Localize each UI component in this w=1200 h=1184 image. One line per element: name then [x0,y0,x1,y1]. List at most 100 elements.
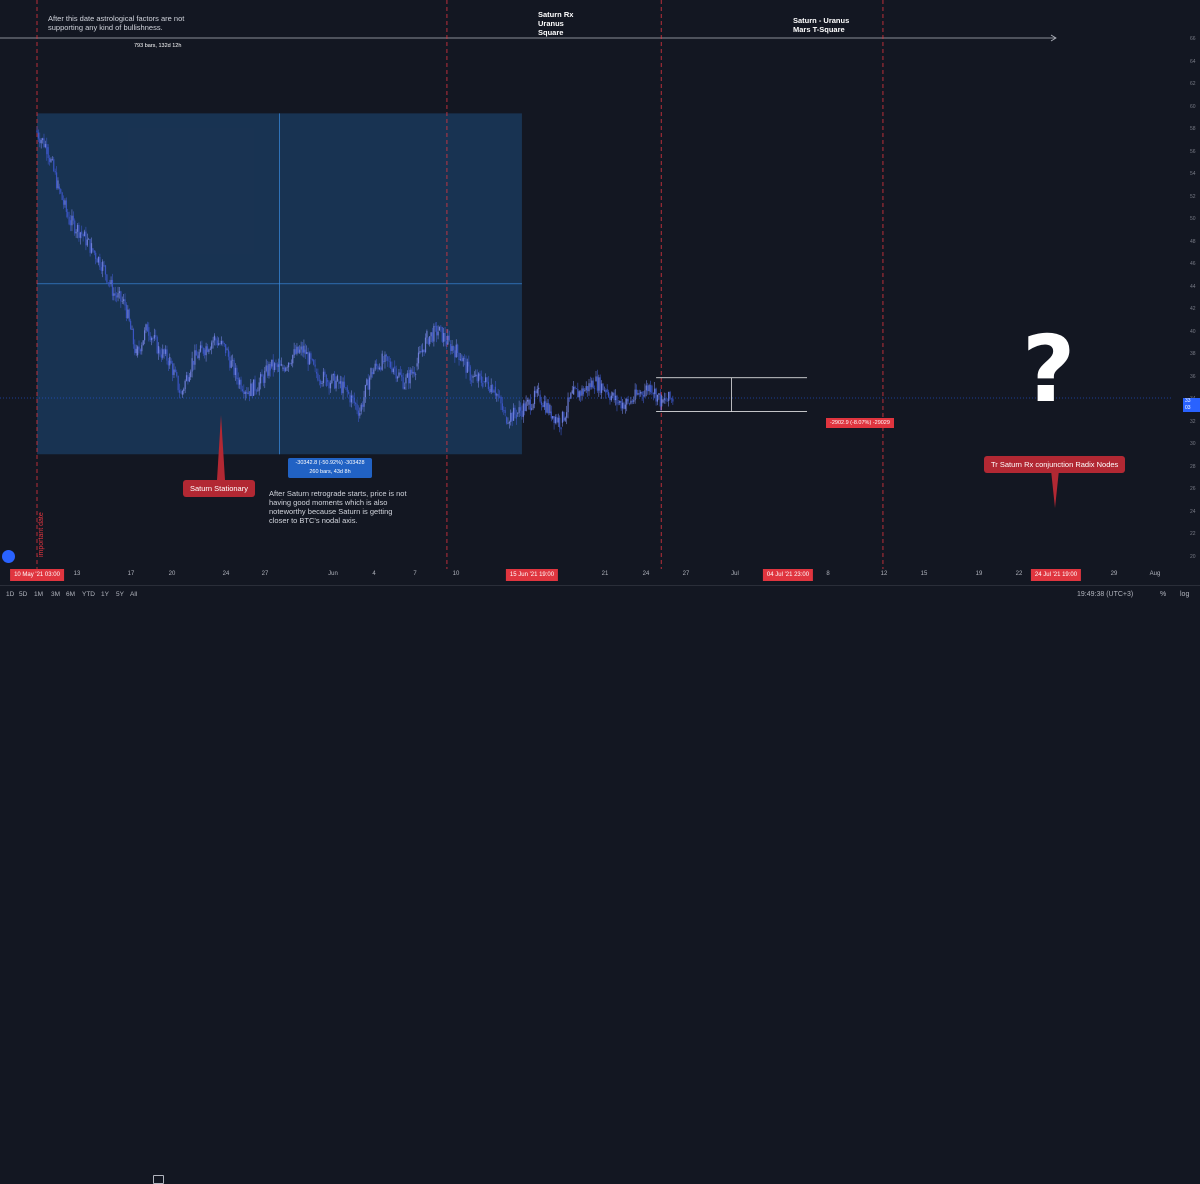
candle-body [100,267,102,271]
candle-body [560,427,562,430]
saturn-stationary-pointer [217,415,225,480]
candle-body [48,158,51,162]
candle-body [424,337,427,353]
candle-body [526,399,529,402]
candle-body [371,372,373,375]
timeframe-6m[interactable]: 6M [66,591,76,598]
timeframe-ytd[interactable]: YTD [82,591,95,598]
time-tick: 24 [222,571,230,577]
candle-body [662,399,664,403]
timeframe-5y[interactable]: 5Y [116,591,124,598]
candle-body [300,346,302,350]
candle-body [455,344,457,358]
candle-body [239,379,241,385]
candle-body [612,392,614,396]
candle-body [229,356,231,368]
candle-body [338,382,340,384]
candle-body [635,389,638,395]
timeframe-1d[interactable]: 1D [6,591,15,598]
candle-body [394,366,396,369]
candle-body [65,200,67,212]
time-tick: 22 [1015,571,1023,577]
candle-body [542,404,544,408]
candle-body [163,349,165,354]
candle-body [85,231,87,246]
candle-body [538,387,540,390]
candle-body [640,392,642,394]
candle-body [517,412,519,414]
candle-body [396,376,399,379]
candle-body [419,351,421,353]
candle-body [114,293,116,296]
time-axis[interactable]: 10 May '21 03:00 15 Jun '21 19:00 04 Jul… [0,569,1172,583]
candle-body [559,417,561,428]
candle-body [395,368,397,379]
candle-body [86,239,88,246]
candle-body [505,417,508,424]
last-price-a: 33 [1185,398,1191,404]
candle-body [187,375,189,382]
price-chart[interactable] [0,0,1200,605]
log-toggle[interactable]: log [1180,591,1190,598]
candle-body [269,363,271,371]
timeframe-5d[interactable]: 5D [19,591,28,598]
timeframe-1y[interactable]: 1Y [101,591,109,598]
candle-body [392,368,394,373]
timeframe-all[interactable]: All [130,591,138,598]
candle-body [123,299,125,301]
candle-body [227,349,230,357]
camera-icon[interactable] [153,1175,164,1184]
price-tick: 60 [1190,103,1196,110]
candle-body [215,338,217,341]
candle-body [106,274,108,283]
candle-body [659,393,661,407]
candle-body [167,360,169,366]
candle-body [280,364,283,366]
candle-body [445,341,448,345]
candle-body [405,377,407,384]
candle-body [375,363,378,366]
percent-toggle[interactable]: % [1160,591,1167,598]
candle-body [638,393,640,395]
candle-body [273,363,276,370]
candle-body [276,364,278,367]
candle-body [420,351,422,353]
candle-body [254,379,256,391]
candle-body [74,220,76,234]
candle-body [637,393,639,395]
timeframe-1m[interactable]: 1M [34,591,44,598]
candle-body [125,304,128,319]
logo-icon[interactable] [2,550,15,563]
candle-body [525,401,527,411]
candle-body [353,397,355,403]
candle-body [83,231,86,237]
price-tick: 44 [1190,283,1196,290]
candle-body [512,407,515,421]
candle-body [325,374,327,386]
candle-body [303,345,305,353]
candle-body [522,403,524,417]
candle-body [410,369,413,374]
candle-body [389,361,392,368]
saturn-stationary-callout: Saturn Stationary [183,480,255,497]
candle-body [290,363,292,364]
candle-body [177,375,179,391]
candle-body [111,279,114,296]
candle-body [75,231,77,234]
candle-body [102,261,104,271]
candle-body [183,389,185,391]
price-tick: 38 [1190,351,1196,358]
candle-body [208,349,210,352]
question-mark: ? [1022,316,1076,423]
candle-body [72,215,74,221]
candle-body [93,250,95,253]
candle-body [265,365,267,371]
timeframe-3m[interactable]: 3M [51,591,61,598]
candle-body [130,320,132,330]
time-tick: 20 [168,571,176,577]
candle-body [408,373,410,384]
candle-body [412,371,414,374]
candle-body [642,394,645,397]
candle-body [484,377,487,383]
price-axis[interactable]: 2022242628303234363840424446485052545658… [1172,0,1200,583]
